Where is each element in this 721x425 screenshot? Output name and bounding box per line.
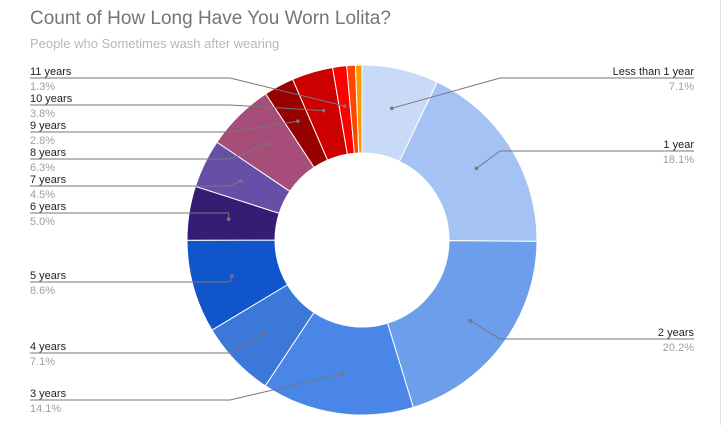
slice-percent: 4.5% — [30, 189, 55, 201]
callout-line — [469, 320, 694, 340]
callout-line — [30, 373, 343, 401]
slice-percent: 8.6% — [30, 285, 55, 297]
slice-percent: 14.1% — [30, 403, 61, 415]
callout-line — [30, 143, 268, 160]
slice-label: 6 years — [30, 201, 67, 213]
slice-percent: 7.1% — [30, 356, 55, 368]
callout-dot — [389, 106, 394, 111]
slice-label: 5 years — [30, 270, 67, 282]
slice-percent: 18.1% — [663, 154, 694, 166]
slice-percent: 7.1% — [669, 81, 694, 93]
slice-percent: 5.0% — [30, 216, 55, 228]
slice-1-year[interactable] — [398, 81, 538, 242]
slice-label: Less than 1 year — [613, 66, 695, 78]
callout-line — [476, 150, 694, 169]
slice-label: 3 years — [30, 388, 67, 400]
slice-percent: 2.8% — [30, 135, 55, 147]
slice-percent: 3.8% — [30, 108, 55, 120]
slice-label: 7 years — [30, 174, 67, 186]
callout-dot — [296, 119, 300, 123]
slice-label: 1 year — [663, 139, 694, 151]
slice-percent: 6.3% — [30, 162, 55, 174]
slice-percent: 1.3% — [30, 81, 55, 93]
slices — [186, 64, 538, 416]
callout-dot — [226, 217, 231, 221]
callout-line — [391, 77, 694, 109]
callout-dot — [265, 142, 269, 146]
callout-line — [30, 104, 324, 112]
callout-line — [30, 332, 265, 354]
callout-dot — [342, 104, 347, 108]
slice-label: 4 years — [30, 341, 67, 353]
callout-line — [30, 120, 298, 133]
callout-dot — [262, 331, 267, 336]
callout-line — [30, 77, 345, 107]
callout-dot — [468, 318, 473, 323]
slice-label: 9 years — [30, 120, 67, 132]
callout-dot — [238, 179, 243, 183]
slice-label: 10 years — [30, 93, 73, 105]
slice-other-13[interactable] — [354, 64, 363, 154]
callout-line — [30, 180, 241, 187]
callout-line — [30, 212, 230, 220]
callout-dot — [474, 166, 479, 171]
slice-label: 8 years — [30, 147, 67, 159]
callout-dot — [340, 371, 345, 376]
chart-subtitle: People who Sometimes wash after wearing — [30, 36, 280, 51]
slice-2-years[interactable] — [386, 240, 538, 408]
chart-title: Count of How Long Have You Worn Lolita? — [30, 8, 391, 29]
callout-dot — [230, 274, 234, 278]
slice-3-years[interactable] — [264, 311, 414, 416]
slice-label: 11 years — [30, 66, 72, 78]
slice-percent: 20.2% — [663, 342, 694, 354]
callout-line — [30, 275, 233, 283]
labels: Less than 1 year 7.1% 1 year 18.1% 2 years 20… — [30, 66, 694, 415]
slice-label: 2 years — [658, 327, 695, 339]
callout-dot — [321, 108, 326, 113]
